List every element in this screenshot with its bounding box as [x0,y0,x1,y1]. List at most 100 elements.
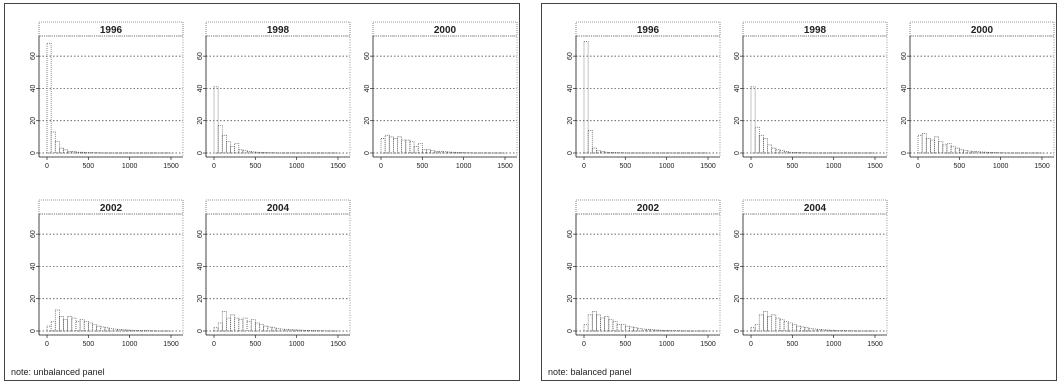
panel-1996: 1996 0 20 40 60 0 500 1000 1500 [30,21,184,170]
panel-1998: 1998 0 20 40 60 0 500 1000 1500 [734,21,888,170]
x-tick-label: 1500 [700,163,716,170]
x-tick-label: 1000 [289,163,305,170]
histogram-bar [59,147,64,154]
y-tick-label: 20 [567,117,574,125]
x-tick-label: 1500 [330,341,346,348]
histogram-bar [242,317,248,332]
histogram-bar [450,151,456,154]
x-tick-label: 1000 [659,341,675,348]
x-tick-label: 1000 [659,163,675,170]
histogram-bar [950,146,956,154]
histogram-bar [967,150,973,154]
x-tick-label: 1500 [163,163,179,170]
y-tick-label: 40 [197,262,204,270]
histogram-bar [226,317,231,332]
y-tick-label: 0 [197,151,204,155]
histogram-bar [649,329,655,332]
histogram-bar [925,138,931,154]
x-tick-label: 0 [45,163,49,170]
x-tick-label: 500 [619,163,631,170]
y-tick-label: 20 [30,117,37,125]
histogram-bar [250,319,256,332]
histogram-bar [116,329,122,332]
histogram-bar [804,327,810,332]
panel-1996: 1996 0 20 40 60 0 500 1000 1500 [567,21,721,170]
histogram-bar [938,141,944,154]
histogram-bar [583,324,589,332]
x-tick-label: 0 [379,163,383,170]
histogram-bar [591,311,597,332]
histogram-bar [600,317,606,332]
histogram-bar [384,134,390,154]
y-tick-label: 60 [567,52,574,60]
plot-frame [575,213,721,336]
x-tick-label: 0 [749,341,753,348]
panel-2002: 2002 0 20 40 60 0 500 1000 1500 [567,199,721,348]
y-tick-label: 20 [364,117,371,125]
histogram-bar [783,320,789,332]
panel-title: 2004 [804,203,827,214]
y-tick-label: 20 [197,117,204,125]
histogram-bar [50,320,56,332]
histogram-bar [633,327,639,332]
x-tick-label: 0 [582,341,586,348]
panel-strip [575,199,721,215]
figure-balanced: 1996 0 20 40 60 0 500 1000 1500 1998 0 20 40 60 0 500 10… [541,3,1057,381]
histogram-bar [217,125,223,154]
histogram-bar [917,134,923,154]
histogram-bar [401,139,407,154]
histogram-bar [771,314,777,332]
panel-title: 1996 [637,25,660,36]
x-tick-label: 1500 [330,163,346,170]
histogram-bar [75,320,81,332]
histogram-bar [92,324,97,332]
histogram-bar [800,326,806,332]
x-tick-label: 1000 [122,163,138,170]
y-tick-label: 60 [197,230,204,238]
plot-frame [909,35,1055,158]
histogram-bar [221,134,227,154]
histogram-bar [67,316,73,332]
x-tick-label: 0 [582,163,586,170]
histogram-bar [75,151,81,154]
note-balanced: note: balanced panel [548,367,632,377]
x-tick-label: 1000 [993,163,1009,170]
y-tick-label: 0 [901,151,908,155]
histogram-bar [393,138,398,154]
y-tick-label: 0 [567,329,574,333]
panel-strip [38,21,184,37]
x-tick-label: 500 [786,341,798,348]
histogram-bar [921,133,927,154]
y-tick-label: 20 [567,295,574,303]
histogram-bar [620,324,626,332]
histogram-bar [596,150,601,154]
histogram-bar [942,144,948,154]
histogram-bar [763,138,768,154]
plot-frame [742,213,888,336]
histogram-bar [946,142,952,154]
histogram-grid-balanced: 1996 0 20 40 60 0 500 1000 1500 1998 0 20 40 60 0 500 10… [567,21,1055,348]
panel-strip [38,199,184,215]
histogram-bar [275,328,281,332]
panel-strip [909,21,1055,37]
panel-strip [742,21,888,37]
histogram-bar [767,316,773,332]
histogram-bar [46,325,52,332]
histogram-bar [254,322,260,332]
x-tick-label: 0 [212,341,216,348]
panel-title: 2002 [637,203,660,214]
histogram-bar [213,327,219,332]
histogram-bar [238,149,244,154]
y-tick-label: 40 [197,84,204,92]
y-tick-label: 0 [734,329,741,333]
histogram-bar [112,328,118,332]
y-tick-label: 60 [197,52,204,60]
y-tick-label: 40 [30,84,37,92]
histogram-bar [296,329,302,332]
histogram-bar [587,130,593,154]
histogram-bar [213,86,219,154]
histogram-bar [397,136,403,154]
histogram-bar [954,147,960,154]
histogram-bar [230,314,236,332]
y-tick-label: 20 [734,117,741,125]
